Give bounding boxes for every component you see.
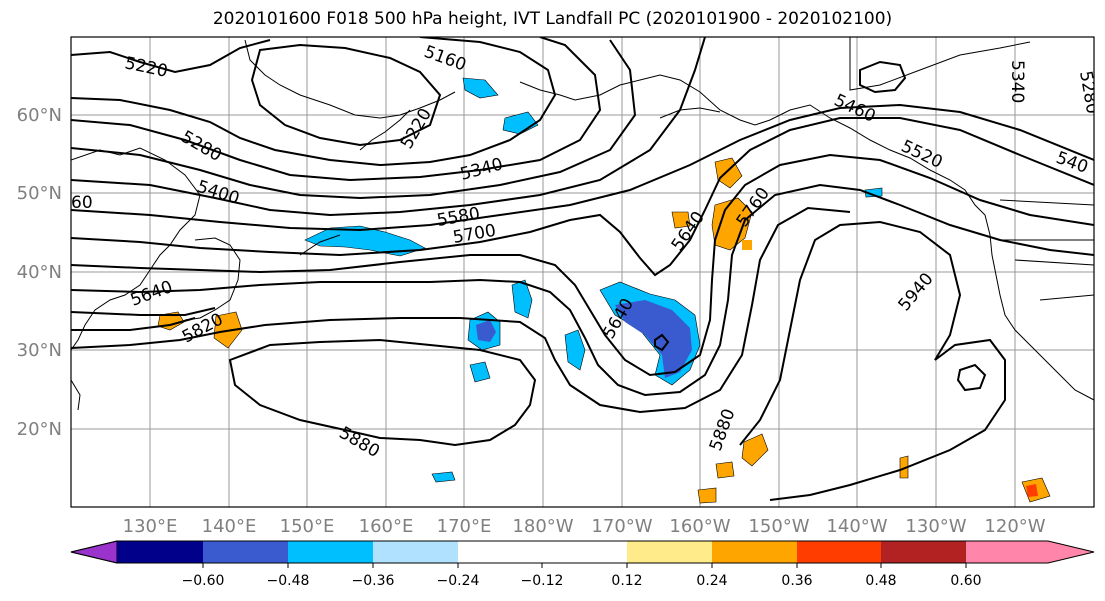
longitude-labels: 130°E 140°E 150°E 160°E 170°E 180°W 170°… xyxy=(123,516,1046,537)
lon-label: 150°E xyxy=(280,516,335,537)
colorbar-tick-label: 0.12 xyxy=(611,573,642,589)
latitude-labels: 60°N 50°N 40°N 30°N 20°N xyxy=(17,105,62,440)
lat-label: 40°N xyxy=(17,262,62,283)
colorbar-outline xyxy=(70,540,1095,564)
ivt-patch xyxy=(502,111,539,135)
lon-label: 120°W xyxy=(984,516,1045,537)
ivt-patch xyxy=(304,225,426,257)
colorbar-tick-label: −0.36 xyxy=(352,573,395,589)
colorbar-tick-label: 0.36 xyxy=(781,573,812,589)
ivt-patch xyxy=(469,361,491,383)
ivt-shading xyxy=(157,77,1051,504)
lat-label: 30°N xyxy=(17,340,62,361)
lon-label: 140°W xyxy=(826,516,887,537)
colorbar-extend-left xyxy=(70,540,118,564)
ivt-patch xyxy=(511,279,533,319)
coastlines xyxy=(71,37,1094,411)
colorbar-swatch xyxy=(288,541,373,563)
contour-label: 5340 xyxy=(1007,60,1027,103)
colorbar: −0.60 −0.48 −0.36 −0.24 −0.12 0.12 0.24 … xyxy=(70,540,1095,589)
map-title: 2020101600 F018 500 hPa height, IVT Land… xyxy=(212,9,893,29)
colorbar-swatch xyxy=(203,541,288,563)
lon-label: 140°E xyxy=(202,516,257,537)
ivt-patch xyxy=(899,455,909,479)
graticule xyxy=(71,37,1094,507)
ivt-patch xyxy=(714,157,743,189)
map-frame xyxy=(70,36,1095,508)
colorbar-swatch xyxy=(627,541,712,563)
colorbar-tick-label: 0.24 xyxy=(696,573,727,589)
colorbar-swatch xyxy=(458,541,542,563)
ivt-patch xyxy=(431,471,456,483)
colorbar-tick-label: −0.12 xyxy=(521,573,564,589)
colorbar-tick-label: −0.48 xyxy=(267,573,310,589)
colorbar-tick-label: −0.24 xyxy=(437,573,480,589)
ivt-patch xyxy=(476,320,496,342)
ivt-patch xyxy=(462,77,499,99)
lat-label: 50°N xyxy=(17,183,62,204)
ivt-patch xyxy=(864,187,883,198)
ivt-patch xyxy=(742,240,752,250)
lon-label: 160°W xyxy=(669,516,730,537)
colorbar-swatch xyxy=(542,541,627,563)
lon-label: 130°W xyxy=(905,516,966,537)
ivt-patch xyxy=(671,211,691,229)
lon-label: 150°W xyxy=(748,516,809,537)
colorbar-extend-right xyxy=(966,541,1094,563)
ivt-patch xyxy=(697,487,717,504)
colorbar-tick-label: 0.48 xyxy=(865,573,896,589)
lat-label: 60°N xyxy=(17,105,62,126)
ivt-patch xyxy=(711,197,753,251)
colorbar-swatch xyxy=(797,541,881,563)
lat-label: 20°N xyxy=(17,419,62,440)
ivt-patch xyxy=(1026,484,1038,497)
lon-label: 180°W xyxy=(512,516,573,537)
height-contours xyxy=(71,37,1094,501)
ivt-patch xyxy=(715,461,735,479)
contour-label: 60 xyxy=(71,193,93,213)
ivt-patch xyxy=(564,329,586,371)
colorbar-swatch xyxy=(117,541,203,563)
ivt-patch xyxy=(615,300,692,378)
lon-label: 170°E xyxy=(437,516,492,537)
ivt-patch xyxy=(741,433,769,467)
colorbar-swatch xyxy=(373,541,458,563)
colorbar-swatch xyxy=(881,541,966,563)
lon-label: 130°E xyxy=(123,516,178,537)
colorbar-tick-label: 0.60 xyxy=(950,573,981,589)
colorbar-swatch xyxy=(712,541,797,563)
lon-label: 160°E xyxy=(359,516,414,537)
lon-label: 170°W xyxy=(591,516,652,537)
colorbar-tick-label: −0.60 xyxy=(182,573,225,589)
